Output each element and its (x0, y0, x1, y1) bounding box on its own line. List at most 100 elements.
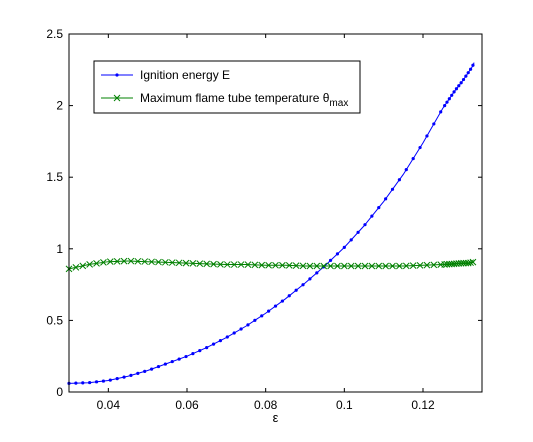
data-point (246, 323, 250, 327)
data-point (334, 262, 341, 270)
data-point (439, 110, 443, 114)
legend-marker (113, 94, 121, 102)
data-point (88, 380, 92, 385)
data-point (443, 104, 447, 108)
data-point (390, 187, 395, 191)
data-point (285, 262, 293, 269)
data-point (292, 262, 300, 270)
x-tick-label: 0.12 (411, 398, 435, 412)
data-point (471, 63, 475, 67)
data-point (423, 261, 431, 269)
data-point (184, 354, 188, 359)
data-point (466, 71, 470, 75)
data-point (150, 367, 154, 371)
data-point (430, 261, 438, 269)
data-point (432, 122, 436, 126)
data-point (299, 262, 307, 270)
data-point (265, 261, 272, 269)
data-point (148, 258, 155, 266)
data-point (447, 97, 451, 101)
data-point (368, 262, 376, 270)
legend-label: Ignition energy E (140, 68, 230, 82)
data-point (253, 318, 257, 322)
y-tick-label: 2.5 (46, 27, 63, 41)
data-point (141, 258, 149, 265)
data-point (327, 262, 334, 270)
data-point (294, 288, 298, 292)
data-point (320, 262, 328, 270)
data-point (363, 223, 367, 227)
x-tick-label: 0.1 (336, 398, 353, 412)
data-point (218, 338, 223, 343)
data-point (217, 260, 224, 268)
data-point (396, 262, 403, 270)
data-point (156, 364, 161, 369)
data-point (454, 87, 459, 91)
data-point (467, 259, 474, 267)
data-point (106, 258, 114, 265)
data-point (469, 258, 477, 266)
data-point (129, 373, 133, 377)
data-point (301, 283, 305, 287)
data-point (205, 346, 209, 350)
data-point (267, 309, 271, 313)
data-point (225, 335, 229, 339)
data-point (404, 168, 408, 172)
legend-marker (115, 73, 119, 77)
data-point (72, 263, 80, 271)
data-point (418, 145, 422, 150)
data-point (272, 261, 279, 269)
x-tick-label: 0.06 (175, 398, 199, 412)
data-point (86, 261, 94, 268)
data-point (397, 178, 401, 182)
data-point (464, 74, 468, 78)
data-point (239, 327, 243, 331)
data-point (308, 277, 312, 281)
data-point (162, 258, 169, 266)
x-axis-label: ε (273, 410, 279, 425)
series-ignition-energy (67, 62, 475, 386)
data-point (81, 381, 85, 385)
legend-box (93, 60, 361, 114)
data-point (273, 304, 278, 308)
data-point (382, 262, 389, 270)
data-point (251, 261, 259, 269)
data-point (384, 197, 388, 201)
data-point (230, 261, 238, 268)
data-point (211, 342, 216, 346)
x-tick-label: 0.04 (97, 398, 121, 412)
series-layer (65, 62, 477, 386)
data-point (196, 260, 204, 267)
data-point (328, 258, 333, 262)
data-point (94, 380, 99, 384)
data-point (306, 262, 314, 270)
data-point (375, 262, 383, 270)
data-point (460, 259, 467, 267)
data-point (203, 260, 211, 268)
data-point (340, 262, 348, 270)
data-point (389, 262, 396, 270)
data-point (425, 134, 429, 138)
data-point (370, 214, 374, 218)
data-point (210, 260, 217, 268)
data-point (445, 100, 449, 104)
data-point (198, 349, 202, 353)
data-point (287, 294, 291, 298)
y-ticks: 0 0.5 1 1.5 2 2.5 (46, 27, 482, 399)
legend-entry: Ignition energy E (101, 68, 230, 82)
data-point (450, 93, 454, 97)
data-point (313, 262, 321, 270)
data-point (191, 352, 195, 356)
data-point (468, 67, 473, 71)
axes-box (68, 33, 483, 393)
data-point (155, 258, 162, 266)
data-point (122, 375, 126, 379)
data-point (244, 261, 252, 268)
legend-label-text: Maximum flame tube temperature θ (140, 91, 330, 105)
data-point (115, 377, 119, 381)
data-point (143, 369, 147, 373)
data-point (170, 359, 174, 364)
data-point (347, 262, 355, 270)
legend-label-subscript: max (329, 98, 348, 109)
data-point (168, 259, 176, 266)
